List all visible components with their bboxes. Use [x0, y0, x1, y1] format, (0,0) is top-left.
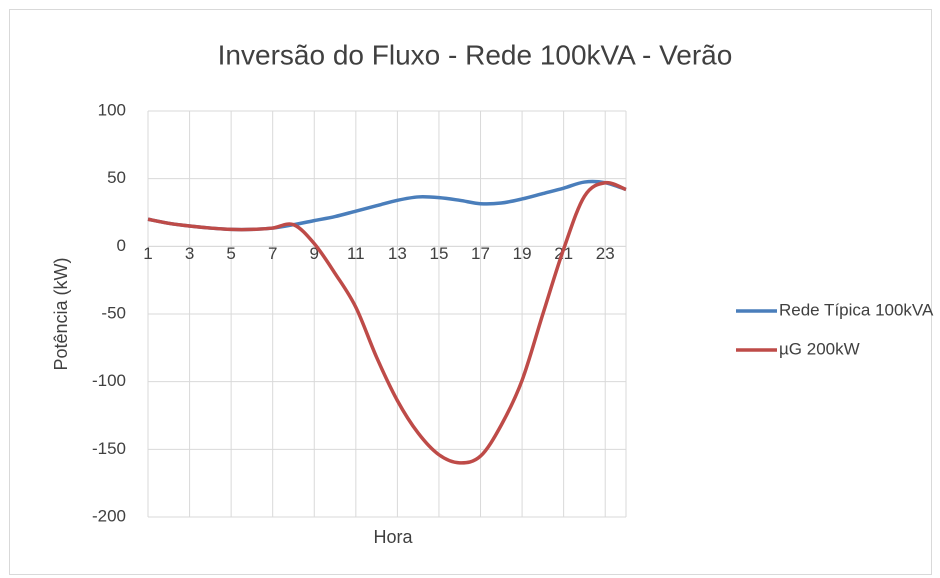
y-tick-label: -150 [92, 439, 126, 458]
x-tick-label: 17 [471, 244, 490, 263]
x-tick-label: 15 [429, 244, 448, 263]
x-tick-label: 23 [596, 244, 615, 263]
x-tick-label: 9 [310, 244, 319, 263]
x-axis-label: Hora [373, 527, 413, 547]
y-tick-label: 0 [117, 236, 126, 255]
y-tick-label: -50 [101, 303, 126, 322]
x-tick-label: 19 [513, 244, 532, 263]
y-tick-label: -100 [92, 371, 126, 390]
x-tick-label: 13 [388, 244, 407, 263]
y-tick-label: -200 [92, 506, 126, 525]
y-axis-label: Potência (kW) [51, 257, 71, 370]
x-tick-label: 1 [143, 244, 152, 263]
legend-label: µG 200kW [779, 339, 860, 358]
x-tick-label: 11 [347, 244, 365, 263]
x-tick-label: 5 [226, 244, 235, 263]
chart-title: Inversão do Fluxo - Rede 100kVA - Verão [218, 39, 733, 70]
line-series [147, 180, 627, 465]
legend-label: Rede Típica 100kVA [779, 300, 934, 319]
x-tick-label: 3 [185, 244, 194, 263]
x-tick-label: 7 [268, 244, 277, 263]
chart-border [9, 9, 932, 575]
y-tick-label: 100 [98, 100, 126, 119]
y-tick-label: 50 [107, 168, 126, 187]
